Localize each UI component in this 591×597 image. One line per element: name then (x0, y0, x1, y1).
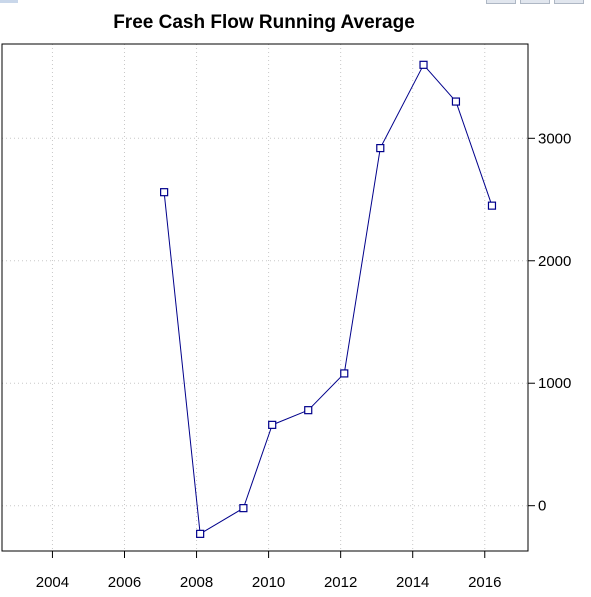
data-point-marker (239, 504, 248, 513)
series-line-segment (163, 192, 201, 534)
series-line-segment (272, 409, 309, 426)
series-line-segment (455, 101, 493, 206)
window-minimize-button[interactable] (486, 0, 516, 4)
series-line-segment (199, 507, 244, 535)
x-tick-label: 2012 (324, 574, 357, 591)
window-maximize-button[interactable] (520, 0, 550, 4)
y-tick-label: 2000 (538, 253, 571, 270)
data-point-marker (160, 188, 169, 197)
y-tick-label: 1000 (538, 375, 571, 392)
y-tick-label: 3000 (538, 130, 571, 147)
series-line-segment (343, 148, 381, 374)
window-close-button[interactable] (554, 0, 584, 4)
x-tick-label: 2014 (396, 574, 429, 591)
series-line-segment (242, 424, 273, 509)
data-point-marker (196, 529, 205, 538)
chart-title: Free Cash Flow Running Average (113, 12, 415, 33)
y-tick-label: 0 (538, 498, 546, 515)
series-line-segment (423, 64, 457, 102)
series-line-segment (307, 373, 345, 411)
x-tick-label: 2010 (252, 574, 285, 591)
x-tick-label: 2008 (180, 574, 213, 591)
data-point-marker (451, 97, 461, 106)
data-point-marker (376, 143, 385, 153)
window-chrome-fragment (0, 0, 18, 3)
plot-frame (1, 43, 529, 552)
series-line-segment (379, 64, 424, 149)
data-point-marker (340, 369, 349, 378)
data-point-marker (268, 420, 277, 429)
data-point-marker (419, 60, 428, 69)
x-tick-label: 2006 (108, 574, 141, 591)
data-point-marker (304, 406, 313, 415)
data-point-marker (487, 201, 497, 210)
x-tick-label: 2016 (468, 574, 501, 591)
x-tick-label: 2004 (36, 574, 69, 591)
